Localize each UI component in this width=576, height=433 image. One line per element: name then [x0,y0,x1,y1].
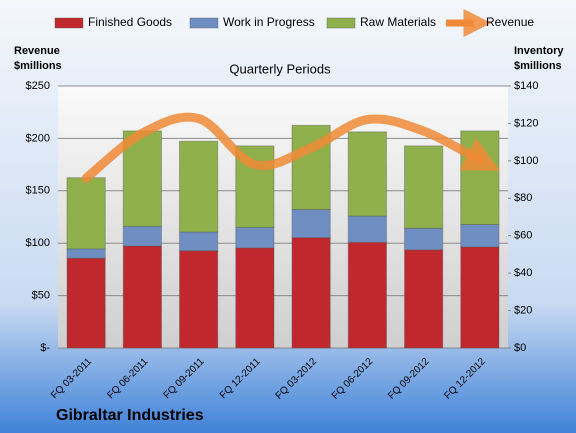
y-tick-label: $250 [26,80,50,92]
y2-tick-label: $60 [514,230,532,242]
legend-swatch [326,17,356,29]
bar-segment [347,131,387,217]
legend-label: Finished Goods [88,15,172,29]
y2-axis-title: $millions [514,60,562,72]
bar-segment [291,237,331,349]
revenue-line [81,112,500,183]
y2-tick-label: $100 [514,155,538,167]
bar-segment [235,247,275,349]
y-tick-label: $50 [32,290,50,302]
subtitle: Quarterly Periods [229,61,331,76]
bar-segment [66,257,106,349]
footer: Gibraltar Industries [56,407,204,424]
y2-tick-label: $20 [514,304,532,316]
bar-segment [404,145,444,229]
bar-segment [122,225,162,247]
bar-segment [179,140,219,233]
bar-segment [460,223,500,248]
y2-tick-label: $80 [514,192,532,204]
bar-segment [404,227,444,251]
bar-segment [66,248,106,259]
y-axis-title: $millions [14,60,62,72]
bar-segment [347,215,387,243]
y-tick-label: $- [40,342,50,354]
y2-tick-label: $120 [514,117,538,129]
y2-tick-label: $0 [514,342,526,354]
bar-segment [179,250,219,349]
legend-label: Work in Progress [223,15,315,29]
y-tick-label: $200 [26,132,50,144]
bar-segment [460,246,500,349]
bar-segment [347,241,387,349]
bar-segment [66,177,106,250]
y-axis-title: Revenue [14,45,60,57]
legend-label: Revenue [486,15,534,29]
legend-label: Raw Materials [360,15,436,29]
y-tick-label: $150 [26,185,50,197]
y2-tick-label: $140 [514,80,538,92]
bar-segment [404,249,444,349]
legend-swatch [54,17,84,29]
bar-segment [291,209,331,239]
bar-segment [179,231,219,252]
bar-segment [235,226,275,249]
bar-segment [122,245,162,349]
bar-segment [460,130,500,225]
y-tick-label: $100 [26,237,50,249]
legend-swatch [189,17,219,29]
y2-axis-title: Inventory [514,45,564,57]
y2-tick-label: $40 [514,267,532,279]
